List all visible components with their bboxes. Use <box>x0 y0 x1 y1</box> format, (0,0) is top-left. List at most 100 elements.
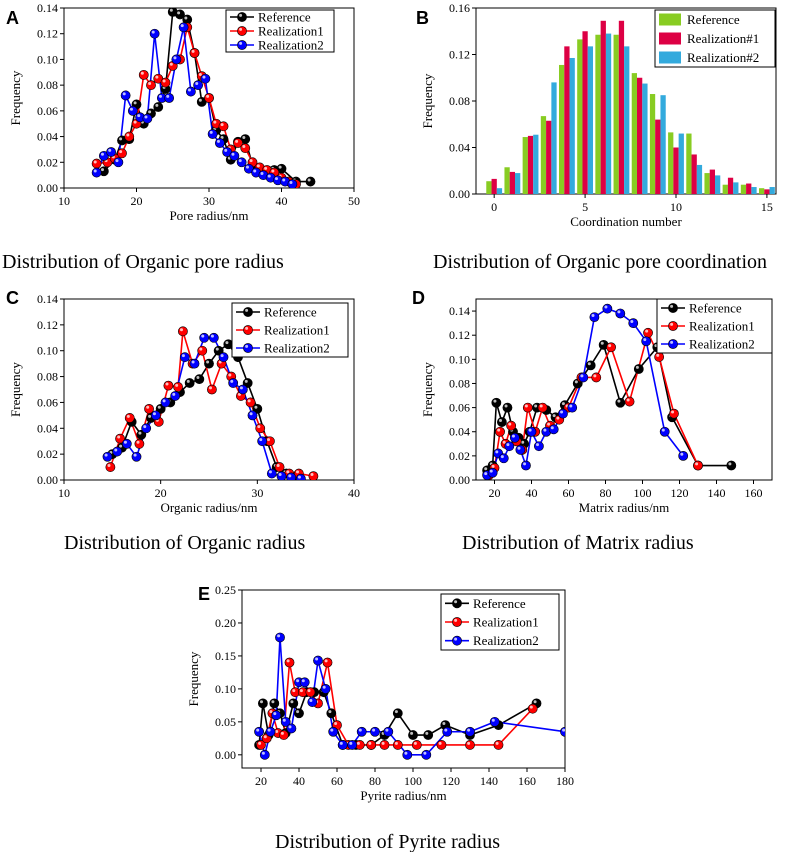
data-point <box>189 48 200 58</box>
data-point <box>117 148 127 159</box>
y-tick-label: 0.02 <box>449 449 470 463</box>
bar <box>605 33 612 194</box>
y-tick-label: 0.04 <box>37 130 58 144</box>
figure-caption: Distribution of Organic pore coordinatio… <box>433 251 767 273</box>
x-tick-label: 100 <box>634 486 652 500</box>
x-tick-label: 20 <box>155 486 167 500</box>
data-point <box>495 426 505 437</box>
legend-entry: Reference <box>687 12 740 27</box>
bar <box>759 188 765 194</box>
bar <box>595 34 601 194</box>
data-point <box>402 749 413 760</box>
legend-entry: Realization2 <box>689 337 755 352</box>
data-point <box>257 436 268 447</box>
data-point <box>356 726 367 737</box>
data-point <box>567 402 578 413</box>
data-point <box>313 655 323 666</box>
x-tick-label: 40 <box>276 194 288 208</box>
legend-marker <box>243 325 253 335</box>
data-point <box>170 391 181 401</box>
bar <box>491 178 497 194</box>
y-tick-label: 0.16 <box>449 1 470 15</box>
data-point <box>240 143 251 154</box>
data-point <box>286 472 297 480</box>
x-tick-label: 80 <box>600 486 612 500</box>
bar <box>696 164 703 194</box>
bar <box>613 34 619 194</box>
x-tick-label: 40 <box>293 774 305 788</box>
data-point <box>322 657 333 668</box>
bar <box>504 167 510 194</box>
bar <box>600 20 606 194</box>
data-point <box>204 93 214 103</box>
panel-letter: C <box>6 288 19 308</box>
bar <box>522 137 528 194</box>
data-point <box>218 121 229 132</box>
legend-entry: Realization1 <box>258 24 324 39</box>
legend-swatch <box>659 51 681 64</box>
y-tick-label: 0.06 <box>37 395 58 409</box>
x-tick-label: 140 <box>480 774 498 788</box>
data-point <box>208 332 219 343</box>
legend-entry: Realization#2 <box>687 50 759 65</box>
y-tick-label: 0.06 <box>37 104 58 118</box>
data-point <box>257 698 268 709</box>
y-axis-label: Frequency <box>8 70 23 125</box>
data-point <box>347 740 358 750</box>
x-tick-label: 30 <box>203 194 215 208</box>
data-point <box>726 460 737 471</box>
legend-marker <box>668 321 678 331</box>
data-point <box>678 450 689 461</box>
bar <box>746 183 752 194</box>
bar <box>751 187 757 194</box>
y-tick-label: 0.12 <box>37 27 58 41</box>
data-point <box>142 113 153 124</box>
y-tick-label: 0.10 <box>37 52 58 66</box>
data-point <box>436 740 447 750</box>
data-point <box>206 384 217 395</box>
data-point <box>163 380 174 391</box>
y-axis-label: Frequency <box>420 73 435 128</box>
y-tick-label: 0.14 <box>449 304 470 318</box>
data-point <box>591 372 602 383</box>
data-point <box>245 397 256 408</box>
y-tick-label: 0.00 <box>449 473 470 487</box>
legend-entry: Reference <box>689 301 742 316</box>
data-point <box>207 129 218 139</box>
data-point <box>654 352 665 362</box>
x-tick-label: 10 <box>58 486 70 500</box>
bar <box>678 133 684 194</box>
data-point <box>124 413 135 423</box>
y-tick-label: 0.04 <box>449 141 470 155</box>
y-tick-label: 0.10 <box>37 344 58 358</box>
data-point <box>496 417 507 427</box>
data-point <box>131 451 142 462</box>
x-tick-label: 10 <box>58 194 70 208</box>
data-point <box>504 441 515 452</box>
data-point <box>189 358 200 369</box>
x-tick-label: 20 <box>131 194 143 208</box>
y-tick-label: 0.25 <box>215 583 236 597</box>
data-point <box>489 716 500 727</box>
x-axis-label: Coordination number <box>570 214 682 229</box>
bar <box>722 184 728 194</box>
data-point <box>659 426 670 437</box>
legend-marker <box>237 40 247 50</box>
x-axis-label: Pyrite radius/nm <box>360 788 446 803</box>
data-point <box>259 749 270 760</box>
x-tick-label: 0 <box>491 200 497 214</box>
data-point <box>171 54 182 65</box>
data-point <box>527 703 538 714</box>
bar <box>727 177 734 194</box>
y-tick-label: 0.08 <box>449 376 470 390</box>
legend-marker <box>668 303 678 313</box>
x-tick-label: 15 <box>761 200 773 214</box>
y-tick-label: 0.04 <box>37 421 58 435</box>
chart-panel-c: C 10 20 30 40 0.00 0.02 0.04 0.06 0.08 0.10 0.12 0.1… <box>6 288 360 515</box>
data-point <box>160 77 171 88</box>
data-point <box>522 402 533 413</box>
data-point <box>177 326 188 337</box>
data-point <box>498 453 509 464</box>
data-point <box>337 740 348 750</box>
